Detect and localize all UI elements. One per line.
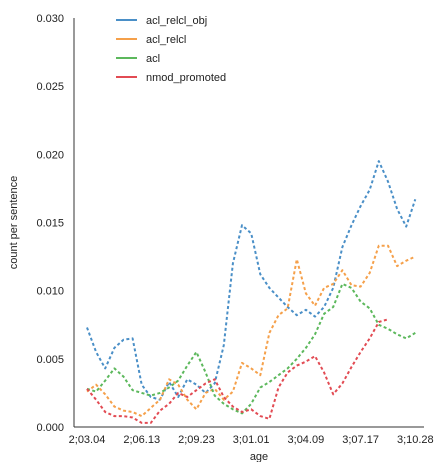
x-tick-label: 3;01.01 <box>233 434 270 446</box>
series-line-acl <box>86 282 416 415</box>
legend-label: acl_relcl_obj <box>146 15 207 27</box>
y-tick-label: 0.020 <box>36 149 64 161</box>
legend-label: acl <box>146 53 160 65</box>
y-tick-label: 0.015 <box>36 218 64 230</box>
x-tick-label: 3;04.09 <box>288 434 325 446</box>
legend-label: nmod_promoted <box>146 72 226 84</box>
y-tick-label: 0.030 <box>36 13 64 25</box>
series-line-acl-relcl-obj <box>86 160 417 401</box>
series-line-nmod-promoted <box>86 318 389 424</box>
y-tick-label: 0.005 <box>36 354 64 366</box>
x-tick-label: 2;03.04 <box>69 434 106 446</box>
legend-label: acl_relcl <box>146 34 186 46</box>
y-tick-label: 0.010 <box>36 286 64 298</box>
x-tick-label: 2;09.23 <box>178 434 215 446</box>
x-tick-label: 3;07.17 <box>342 434 379 446</box>
series-line-acl-relcl <box>86 244 416 418</box>
x-tick-label: 3;10.28 <box>397 434 434 446</box>
y-tick-label: 0.025 <box>36 81 64 93</box>
x-axis-label: age <box>250 451 268 462</box>
series-layer <box>86 160 417 424</box>
y-tick-label: 0.000 <box>36 422 64 434</box>
x-tick-label: 2;06.13 <box>123 434 160 446</box>
y-axis-label: count per sentence <box>8 176 20 270</box>
axes: 0.000 0.005 0.010 0.015 0.020 0.025 0.030 2;03.… <box>36 13 433 446</box>
